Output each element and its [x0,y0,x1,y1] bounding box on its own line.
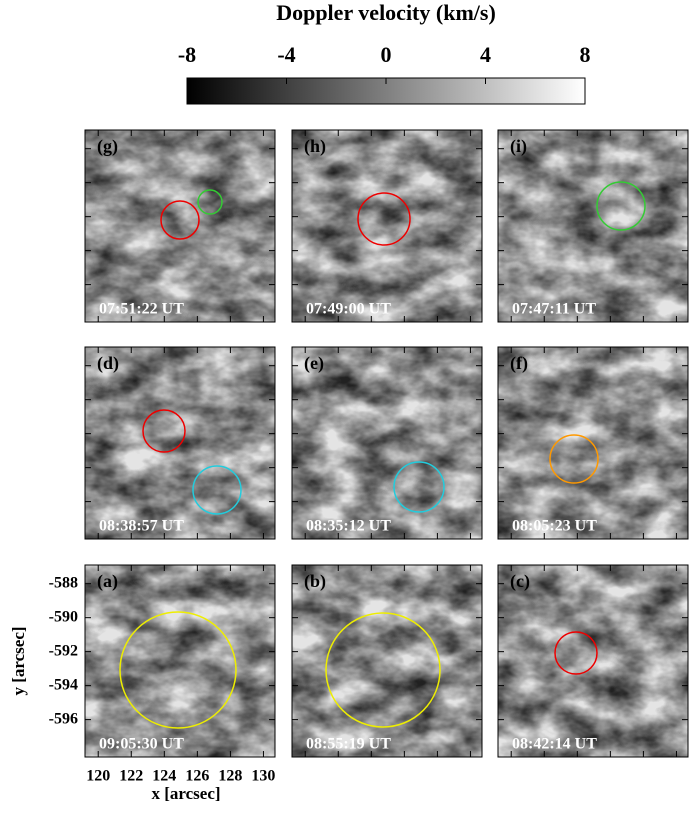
feature-circle [119,611,237,729]
x-tick-label: 120 [86,768,110,785]
panel-label: (g) [97,136,118,157]
feature-circle [549,434,599,484]
x-tick-label: 124 [152,768,176,785]
y-tick-label: -588 [49,574,78,591]
panel: (d) 08:38:57 UT [84,346,276,540]
panel: (i) 07:47:11 UT [497,129,689,323]
panel-frame [84,129,276,323]
panel-time: 08:05:23 UT [512,518,597,535]
panel-frame [84,346,276,540]
x-tick-label: 128 [218,768,242,785]
panel-frame [291,129,483,323]
y-tick-label: -594 [49,676,78,693]
colorbar-tick-label: 8 [580,42,591,67]
panel-frame [497,564,689,758]
panel: (b) 08:55:19 UT [291,564,483,758]
panel-image [85,347,275,539]
panel-label: (e) [304,353,324,374]
colorbar-tick-label: 0 [381,42,392,67]
panel: (a) 09:05:30 UT [84,564,276,758]
panel: (f) 08:05:23 UT [497,346,689,540]
feature-circle [554,631,598,675]
panel-image [85,565,275,757]
panel-time: 08:42:14 UT [512,736,597,753]
colorbar-tick-label: -8 [178,42,196,67]
panel: (g) 07:51:22 UT [84,129,276,323]
feature-circle [596,181,646,231]
panel: (h) 07:49:00 UT [291,129,483,323]
panel-time: 09:05:30 UT [99,736,184,753]
panel-frame [291,346,483,540]
panel: (c) 08:42:14 UT [497,564,689,758]
panel-image [292,347,482,539]
panel-label: (c) [510,571,530,592]
y-tick-label: -590 [49,608,78,625]
panel-time: 07:49:00 UT [306,301,391,318]
feature-circle [197,189,223,215]
panel-time: 08:35:12 UT [306,518,391,535]
panel-label: (d) [97,353,119,374]
panel-frame [84,564,276,758]
x-axis-label: x [arcsec] [151,784,220,803]
panel-label: (h) [304,136,326,157]
panel-label: (a) [97,571,118,592]
x-tick-label: 130 [251,768,275,785]
colorbar-title: Doppler velocity (km/s) [276,0,496,25]
panel-image [498,565,688,757]
feature-circle [393,461,445,513]
colorbar-tick-label: -4 [277,42,295,67]
panel-image [292,565,482,757]
x-tick-label: 126 [185,768,209,785]
feature-circle [160,200,200,240]
y-tick-label: -596 [49,710,78,727]
panel-frame [291,564,483,758]
panel-image [85,130,275,322]
y-tick-label: -592 [49,642,78,659]
colorbar-tick-label: 4 [480,42,491,67]
panel-frame [497,346,689,540]
panel-label: (f) [510,353,528,374]
x-tick-label: 122 [119,768,143,785]
panel-time: 07:47:11 UT [512,301,596,318]
feature-circle [325,612,441,728]
panel-label: (b) [304,571,326,592]
feature-circle [142,409,186,453]
panel-time: 07:51:22 UT [99,301,184,318]
panel-image [498,347,688,539]
panel-time: 08:55:19 UT [306,736,391,753]
panel-image [498,130,688,322]
panel-frame [497,129,689,323]
panel-time: 08:38:57 UT [99,518,184,535]
feature-circle [192,465,242,515]
y-axis-label: y [arcsec] [9,626,28,695]
panel: (e) 08:35:12 UT [291,346,483,540]
panel-image [292,130,482,322]
panel-label: (i) [510,136,527,157]
feature-circle [357,192,411,246]
